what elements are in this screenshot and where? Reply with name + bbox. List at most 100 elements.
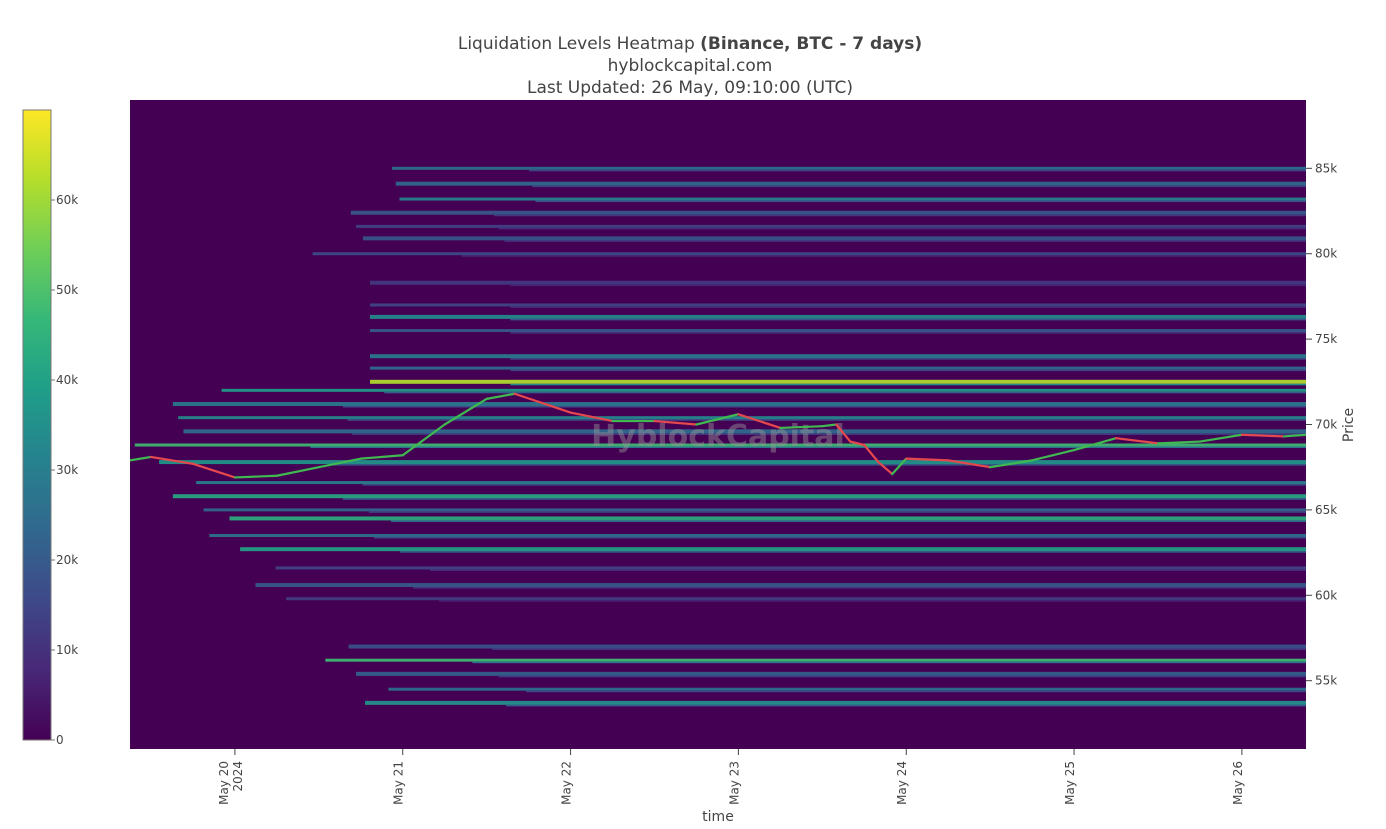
price-segment [947, 459, 992, 469]
liquidation-band-edge [384, 391, 1306, 394]
liquidation-band [178, 416, 1306, 420]
liquidation-band [370, 280, 1306, 285]
liquidation-band [370, 354, 1306, 359]
liquidation-band-edge [510, 369, 1306, 372]
liquidation-band-edge [439, 600, 1306, 602]
liquidation-band-edge [510, 284, 1306, 287]
liquidation-band [356, 671, 1306, 676]
liquidation-band [240, 547, 1306, 552]
chart-subtitle: hyblockcapital.com [607, 56, 773, 76]
price-segment [1031, 449, 1076, 462]
liquidation-band [209, 534, 1306, 538]
price-segment [233, 474, 278, 479]
liquidation-band-edge [504, 240, 1306, 242]
liquidation-band-edge [400, 551, 1306, 553]
colorbar: 0 10k 20k 30k 40k 50k 60k [22, 109, 78, 747]
liquidation-band-edge [368, 511, 1306, 513]
liquidation-band-edge [347, 419, 1306, 421]
y-tick-label: 80k [1315, 247, 1337, 261]
liquidation-band-edge [413, 587, 1306, 589]
liquidation-band-edge [391, 520, 1306, 522]
price-segment [849, 440, 866, 447]
last-updated: Last Updated: 26 May, 09:10:00 (UTC) [526, 78, 853, 98]
y-tick-label: 75k [1315, 332, 1337, 346]
x-tick-label: May 21 [392, 761, 406, 805]
liquidation-band-edge [510, 318, 1306, 321]
liquidation-band-edge [506, 704, 1306, 707]
price-segment [443, 397, 488, 426]
liquidation-band [365, 700, 1306, 705]
liquidation-band [229, 516, 1306, 521]
plot-area[interactable]: HyblockCapital [130, 100, 1306, 749]
price-series [130, 392, 1306, 479]
x-tick-label: May 22 [560, 761, 574, 805]
liquidation-band-edge [472, 661, 1306, 664]
liquidation-bands [134, 166, 1306, 707]
liquidation-band [362, 236, 1306, 241]
colorbar-tick-label: 10k [56, 643, 78, 657]
liquidation-band [395, 181, 1306, 186]
price-segment [863, 443, 880, 464]
x-tick-label: May 20 [217, 761, 231, 805]
y-tick-label: 60k [1315, 588, 1337, 602]
liquidation-band [348, 644, 1306, 649]
price-segment [1114, 437, 1160, 445]
price-segment [835, 423, 852, 443]
watermark: HyblockCapital [591, 419, 845, 454]
liquidation-band-edge [373, 537, 1306, 539]
liquidation-band [370, 379, 1306, 384]
liquidation-band-edge [510, 332, 1306, 334]
liquidation-band-edge [510, 383, 1306, 386]
price-segment [191, 462, 236, 479]
price-segment [275, 466, 320, 477]
liquidation-band [312, 252, 1306, 256]
price-segment [1072, 437, 1118, 452]
price-segment [1156, 440, 1202, 445]
liquidation-band [203, 508, 1306, 512]
price-segment [653, 419, 698, 426]
x-axis: May 20 2024 May 21 May 22 May 23 May 24 May 25… [217, 749, 1245, 805]
price-segment [569, 411, 614, 423]
liquidation-band-edge [310, 446, 1306, 448]
liquidation-band [183, 429, 1306, 434]
x-axis-label: time [702, 809, 734, 825]
price-segment [485, 392, 516, 400]
heatmap-background [130, 100, 1306, 749]
colorbar-tick-label: 20k [56, 553, 78, 567]
y-tick-label: 55k [1315, 674, 1337, 688]
liquidation-band [221, 388, 1306, 392]
y-tick-label: 70k [1315, 418, 1337, 432]
liquidation-band-edge [342, 406, 1306, 408]
liquidation-band-edge [532, 185, 1306, 188]
liquidation-band [275, 566, 1306, 570]
x-tick-label: May 25 [1063, 761, 1077, 805]
price-segment [130, 455, 153, 462]
price-segment [989, 459, 1034, 469]
liquidation-band [172, 494, 1306, 499]
liquidation-band-edge [535, 200, 1306, 203]
price-segment [737, 413, 782, 430]
liquidation-band [172, 402, 1306, 407]
liquidation-band-edge [526, 690, 1306, 693]
liquidation-band [325, 658, 1306, 662]
price-segment [1198, 433, 1243, 443]
liquidation-band [134, 443, 1306, 447]
price-segment [779, 425, 824, 430]
x-tick-sublabel: 2024 [231, 761, 245, 792]
liquidation-band-edge [529, 169, 1306, 172]
liquidation-band [399, 197, 1306, 201]
x-tick-label: May 23 [727, 761, 741, 805]
liquidation-band [350, 210, 1306, 215]
liquidation-band-edge [498, 675, 1306, 678]
liquidation-band-edge [510, 306, 1306, 308]
liquidation-band [356, 224, 1306, 228]
price-segment [401, 423, 446, 457]
price-segment [1282, 433, 1306, 438]
price-segment [149, 455, 195, 465]
chart-title: Liquidation Levels Heatmap (Binance, BTC… [457, 34, 923, 54]
price-segment [359, 454, 404, 460]
liquidation-band-edge [351, 433, 1306, 435]
liquidation-band-edge [342, 498, 1306, 500]
liquidation-band [370, 314, 1306, 319]
